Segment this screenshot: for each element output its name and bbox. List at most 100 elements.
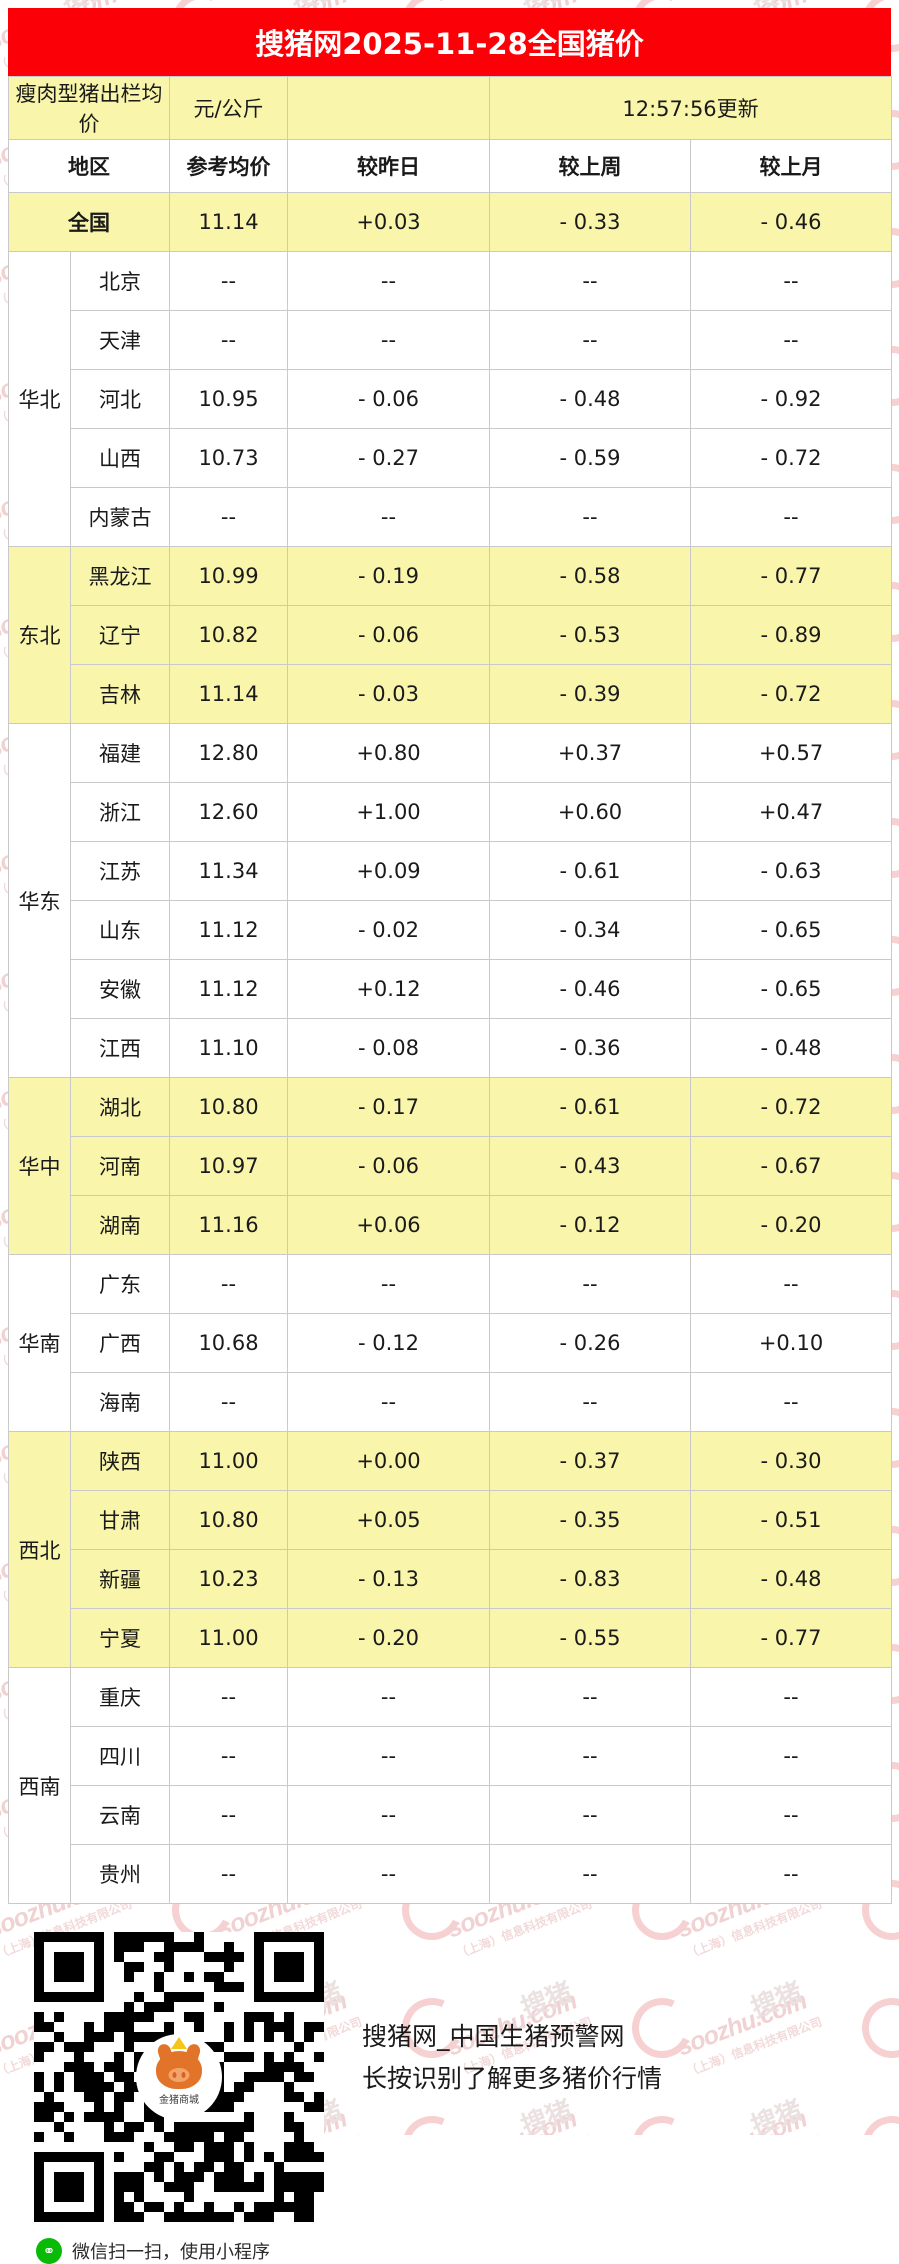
cell-change-vs-last-month: - 0.67: [689, 1136, 893, 1196]
cell-change-vs-last-month: - 0.63: [689, 841, 893, 901]
table-row: 全国 11.14 +0.03- 0.33- 0.46: [8, 192, 893, 252]
footer-line-1: 搜猪网_中国生猪预警网: [362, 2022, 625, 2051]
cell-change-vs-last-week: - 0.58: [489, 546, 691, 606]
cell-change-vs-yesterday: - 0.03: [287, 664, 490, 724]
province-label: 山东: [70, 900, 170, 960]
cell-avg-price: 10.73: [169, 428, 288, 488]
province-label: 湖南: [70, 1195, 170, 1255]
table-row: 天津 -- -- -- --: [9, 310, 893, 370]
cell-change-vs-last-week: - 0.39: [489, 664, 691, 724]
cell-change-vs-last-month: --: [689, 1254, 893, 1314]
cell-change-vs-last-month: - 0.51: [689, 1490, 893, 1550]
subheader-metric: 瘦肉型猪出栏均价: [8, 76, 170, 140]
province-label: 内蒙古: [70, 487, 170, 547]
column-header-1: 参考均价: [169, 139, 288, 193]
table-row: 海南 -- -- -- --: [9, 1372, 893, 1432]
cell-change-vs-last-week: - 0.59: [489, 428, 691, 488]
cell-change-vs-yesterday: +0.03: [287, 192, 490, 252]
region-label-西北: 西北: [8, 1431, 71, 1668]
cell-change-vs-last-week: - 0.55: [489, 1608, 691, 1668]
table-row: 华东 福建 12.80 +0.80 +0.37 +0.57: [8, 723, 893, 1078]
cell-avg-price: 11.14: [169, 192, 288, 252]
cell-change-vs-last-month: +0.47: [689, 782, 893, 842]
cell-avg-price: 10.97: [169, 1136, 288, 1196]
cell-change-vs-last-week: --: [489, 1372, 691, 1432]
table-row: 江西 11.10- 0.08- 0.36- 0.48: [9, 1018, 893, 1078]
province-label: 甘肃: [70, 1490, 170, 1550]
cell-change-vs-last-week: +0.60: [489, 782, 691, 842]
cell-avg-price: 11.14: [169, 664, 288, 724]
qr-code[interactable]: 金猪商城: [34, 1932, 324, 2222]
table-column-header-row: 地区 参考均价 较昨日 较上周 较上月: [8, 139, 893, 193]
table-row: 河南 10.97- 0.06- 0.43- 0.67: [9, 1136, 893, 1196]
cell-change-vs-last-week: - 0.48: [489, 369, 691, 429]
province-label: 陕西: [70, 1431, 170, 1491]
national-pig-price-table: 瘦肉型猪出栏均价 元/公斤 12:57:56更新 地区 参考均价 较昨日 较上周 较上月 全国 1…: [8, 76, 893, 1904]
subheader-blank: [287, 76, 490, 140]
column-header-3: 较上周: [489, 139, 691, 193]
page-title: 搜猪网2025-11-28全国猪价: [255, 27, 644, 61]
table-row: 吉林 11.14- 0.03- 0.39- 0.72: [9, 664, 893, 724]
cell-change-vs-last-week: --: [489, 487, 691, 547]
cell-change-vs-last-month: - 0.46: [689, 192, 893, 252]
region-label-华中: 华中: [8, 1077, 71, 1255]
cell-change-vs-yesterday: - 0.08: [287, 1018, 490, 1078]
table-row: 广西 10.68- 0.12- 0.26 +0.10: [9, 1313, 893, 1373]
column-header-0: 地区: [8, 139, 170, 193]
cell-change-vs-last-week: - 0.61: [489, 841, 691, 901]
cell-avg-price: --: [169, 1667, 288, 1727]
table-row: 西北 陕西 11.00 +0.00- 0.37- 0.30: [8, 1431, 893, 1668]
province-label: 黑龙江: [70, 546, 170, 606]
crown-icon: [171, 2036, 187, 2049]
cell-change-vs-last-week: --: [489, 310, 691, 370]
cell-change-vs-last-month: - 0.30: [689, 1431, 893, 1491]
table-row: 华北 北京 -- -- -- --: [8, 251, 893, 547]
cell-avg-price: --: [169, 1844, 288, 1904]
province-label: 河北: [70, 369, 170, 429]
cell-change-vs-last-week: - 0.36: [489, 1018, 691, 1078]
cell-change-vs-yesterday: - 0.19: [287, 546, 490, 606]
cell-change-vs-yesterday: - 0.06: [287, 1136, 490, 1196]
cell-change-vs-last-week: - 0.26: [489, 1313, 691, 1373]
province-label: 新疆: [70, 1549, 170, 1609]
cell-avg-price: 11.00: [169, 1608, 288, 1668]
subheader-updated: 12:57:56更新: [488, 76, 893, 140]
table-row: 内蒙古 -- -- -- --: [9, 487, 893, 547]
pig-nostril-right-icon: [181, 2071, 186, 2078]
footer-line-2: 长按识别了解更多猪价行情: [362, 2064, 663, 2093]
province-label: 云南: [70, 1785, 170, 1845]
cell-avg-price: 10.80: [169, 1077, 288, 1137]
cell-avg-price: 11.16: [169, 1195, 288, 1255]
table-row: 新疆 10.23- 0.13- 0.83- 0.48: [9, 1549, 893, 1609]
cell-change-vs-yesterday: +1.00: [287, 782, 490, 842]
cell-change-vs-last-week: - 0.43: [489, 1136, 691, 1196]
column-header-4: 较上月: [689, 139, 893, 193]
cell-change-vs-last-week: --: [489, 1785, 691, 1845]
cell-change-vs-last-month: - 0.72: [689, 664, 893, 724]
table-subheader-row: 瘦肉型猪出栏均价 元/公斤 12:57:56更新: [8, 76, 893, 140]
province-label: 河南: [70, 1136, 170, 1196]
province-label: 广西: [70, 1313, 170, 1373]
cell-change-vs-last-week: - 0.37: [489, 1431, 691, 1491]
cell-avg-price: 12.80: [169, 723, 288, 783]
cell-change-vs-last-week: - 0.61: [489, 1077, 691, 1137]
cell-avg-price: --: [169, 1254, 288, 1314]
province-label: 四川: [70, 1726, 170, 1786]
province-label: 吉林: [70, 664, 170, 724]
cell-change-vs-yesterday: - 0.06: [287, 369, 490, 429]
cell-change-vs-last-month: --: [689, 487, 893, 547]
cell-change-vs-last-week: - 0.12: [489, 1195, 691, 1255]
region-label-西南: 西南: [8, 1667, 71, 1904]
province-label: 江苏: [70, 841, 170, 901]
pig-mascot-icon: [156, 2036, 202, 2089]
province-label: 贵州: [70, 1844, 170, 1904]
cell-change-vs-last-month: --: [689, 251, 893, 311]
cell-avg-price: 10.95: [169, 369, 288, 429]
province-label: 安徽: [70, 959, 170, 1019]
cell-change-vs-yesterday: +0.05: [287, 1490, 490, 1550]
wechat-icon: ⚭: [36, 2238, 62, 2264]
region-label-东北: 东北: [8, 546, 71, 724]
table-row: 东北 黑龙江 10.99- 0.19- 0.58- 0.77: [8, 546, 893, 724]
cell-avg-price: --: [169, 487, 288, 547]
cell-change-vs-last-month: - 0.65: [689, 900, 893, 960]
